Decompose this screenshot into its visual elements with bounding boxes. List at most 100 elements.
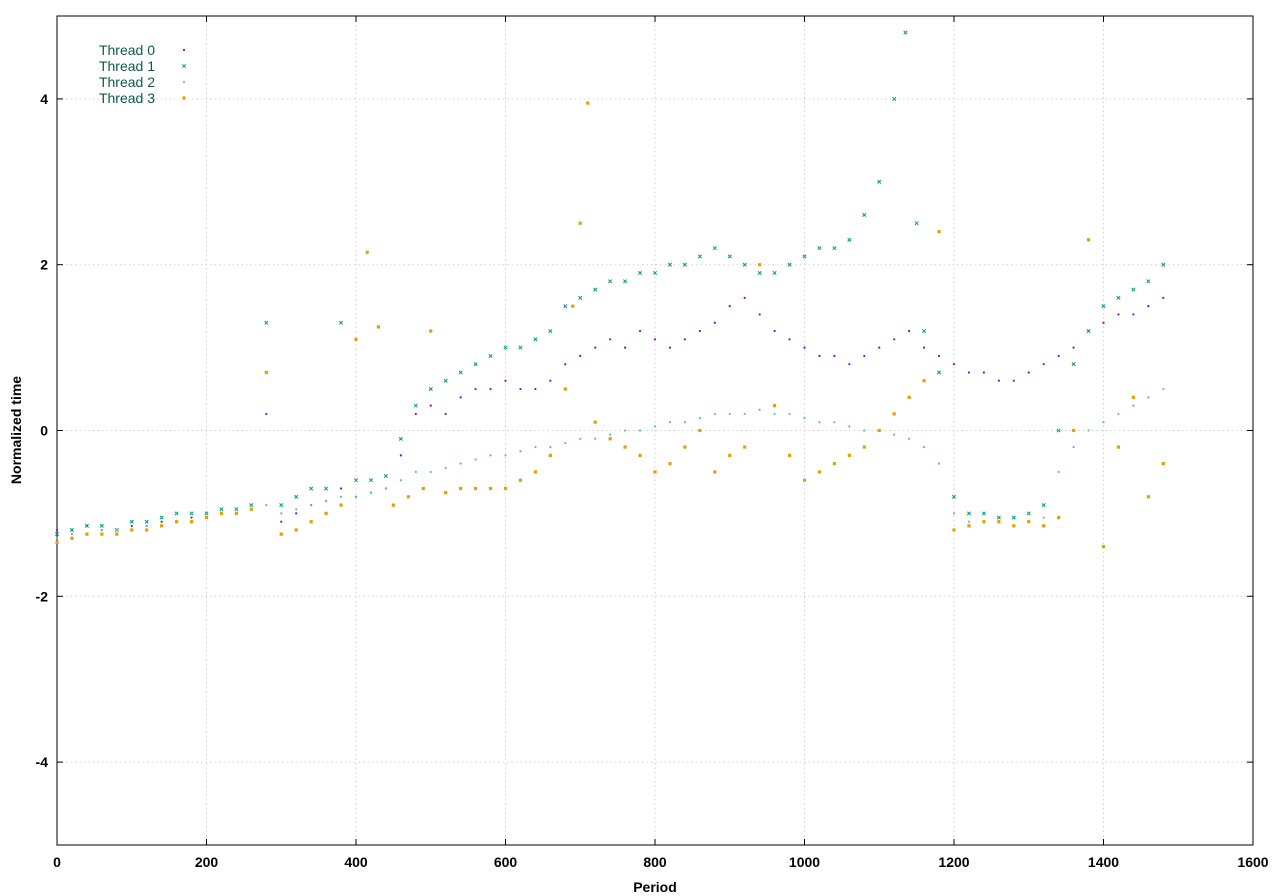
data-point (877, 428, 881, 433)
data-point (967, 524, 971, 528)
data-point (1101, 544, 1106, 549)
data-point (698, 329, 701, 333)
data-point (803, 346, 806, 349)
data-point (848, 363, 851, 366)
data-point (1101, 304, 1106, 309)
data-point (279, 503, 284, 508)
data-point (638, 329, 642, 333)
x-tick-label: 1600 (1237, 854, 1268, 870)
x-tick-label: 1200 (938, 854, 969, 870)
data-point (189, 511, 194, 516)
data-point (818, 421, 821, 424)
data-point (922, 328, 927, 334)
data-point (727, 254, 732, 259)
data-point (1147, 396, 1150, 399)
data-point (325, 499, 328, 503)
data-point (609, 433, 612, 436)
data-point (967, 520, 971, 523)
data-point (758, 408, 761, 411)
data-point (175, 520, 179, 524)
data-point (773, 329, 776, 333)
data-point (892, 412, 896, 416)
data-point (69, 527, 75, 533)
data-point (376, 325, 381, 329)
data-point (564, 441, 567, 445)
data-point (399, 479, 402, 482)
data-point (668, 346, 672, 349)
data-point (892, 96, 897, 101)
data-point (548, 328, 553, 334)
data-point (877, 179, 882, 184)
data-point (548, 453, 552, 457)
y-tick-label: 4 (40, 91, 48, 107)
data-point (174, 511, 179, 516)
data-point (772, 270, 777, 276)
data-point (1162, 296, 1165, 299)
data-point (758, 313, 761, 316)
data-point (504, 454, 507, 457)
data-point (1087, 429, 1090, 432)
data-point (1072, 346, 1075, 349)
y-tick-label: -4 (36, 754, 49, 770)
data-point (474, 387, 477, 391)
data-point (474, 486, 478, 491)
data-point (324, 511, 328, 515)
data-point (368, 478, 374, 483)
data-point (578, 221, 582, 225)
data-point (519, 450, 522, 453)
data-point (1026, 511, 1031, 516)
data-point (264, 320, 269, 325)
data-point (130, 528, 134, 532)
data-point (533, 470, 537, 474)
data-point (294, 528, 298, 532)
data-point (951, 494, 957, 499)
data-point (697, 254, 702, 259)
x-tick-label: 0 (53, 854, 61, 870)
data-point (488, 486, 493, 491)
data-point (533, 337, 538, 342)
data-point (653, 425, 657, 428)
data-point (459, 462, 462, 465)
data-point (549, 445, 552, 449)
data-point (534, 445, 537, 449)
data-point (982, 371, 986, 374)
legend-marker (181, 63, 187, 69)
data-point (1117, 313, 1120, 316)
data-point (922, 379, 926, 383)
data-points (54, 30, 1166, 549)
data-point (952, 363, 956, 366)
data-point (219, 507, 224, 512)
data-point (908, 329, 911, 333)
data-point (55, 537, 59, 540)
data-point (832, 462, 836, 466)
data-point (787, 453, 792, 457)
data-point (1161, 462, 1165, 466)
data-point (996, 515, 1001, 520)
data-point (504, 379, 507, 382)
data-point (1012, 524, 1016, 528)
data-point (234, 511, 238, 515)
data-point (129, 519, 134, 524)
data-point (683, 421, 687, 424)
data-point (1071, 362, 1076, 367)
data-point (743, 445, 747, 449)
data-point (1117, 412, 1120, 416)
data-point (414, 412, 417, 416)
data-point (309, 486, 314, 491)
data-point (624, 429, 627, 432)
data-point (728, 412, 731, 416)
data-point (534, 387, 537, 391)
data-point (144, 519, 149, 524)
data-point (55, 540, 59, 545)
data-point (398, 436, 403, 441)
data-point (1011, 515, 1016, 520)
data-point (70, 536, 74, 540)
data-point (758, 263, 762, 267)
data-point (406, 495, 410, 499)
data-point (594, 346, 597, 349)
data-point (1102, 321, 1105, 324)
data-point (563, 304, 568, 309)
data-point (295, 512, 298, 515)
data-point (354, 337, 358, 341)
